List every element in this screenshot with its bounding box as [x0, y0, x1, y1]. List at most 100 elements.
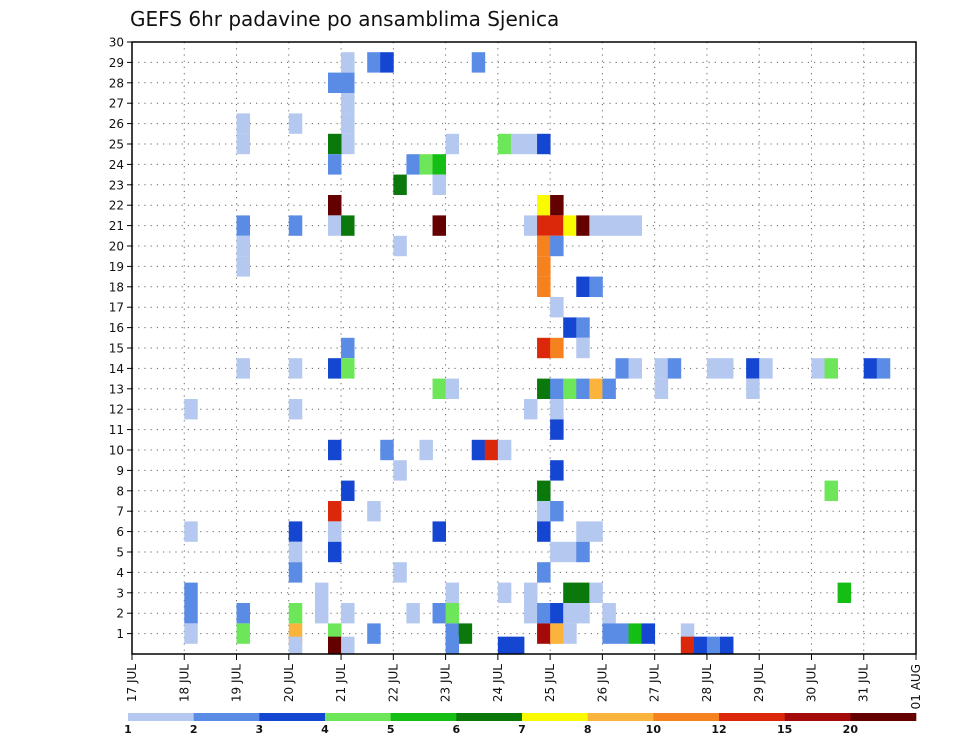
- colorbar-swatch: [390, 713, 457, 721]
- heatmap-cell: [576, 337, 590, 359]
- y-tick-label: 1: [116, 627, 124, 641]
- heatmap-cell: [288, 521, 303, 542]
- heatmap-cell: [550, 399, 564, 420]
- colorbar-label: 3: [256, 723, 264, 736]
- heatmap-cell: [615, 623, 629, 644]
- heatmap-cell: [824, 358, 838, 379]
- heatmap-cell: [288, 562, 303, 583]
- y-tick-label: 18: [109, 280, 124, 294]
- x-tick-label: 20 JUL: [282, 664, 296, 702]
- colorbar-swatch: [587, 713, 654, 721]
- x-axis: 17 JUL 18 JUL 19 JUL 20 JUL 21 JUL 22 JUL 23 J…: [125, 654, 923, 709]
- x-tick-label: 22 JUL: [386, 664, 400, 702]
- colorbar-swatch: [850, 713, 917, 721]
- heatmap-cell: [341, 133, 355, 155]
- y-tick-label: 7: [116, 505, 124, 519]
- heatmap-cell: [537, 521, 551, 542]
- heatmap-cell: [445, 378, 460, 399]
- y-tick-label: 23: [109, 178, 124, 192]
- heatmap-cell: [432, 378, 446, 399]
- y-tick-label: 2: [116, 607, 124, 621]
- heatmap-cell: [432, 154, 446, 175]
- heatmap-cell: [393, 460, 407, 481]
- heatmap-cell: [341, 72, 355, 93]
- heatmap-cell: [288, 541, 303, 563]
- heatmap-cell: [537, 623, 551, 644]
- heatmap-cell: [537, 235, 551, 257]
- heatmap-cell: [537, 215, 551, 236]
- heatmap-cell: [824, 480, 838, 501]
- heatmap-cell: [367, 501, 381, 522]
- colorbar-label: 4: [321, 723, 329, 736]
- heatmap-cell: [432, 521, 446, 542]
- heatmap-cell: [537, 480, 551, 501]
- heatmap-cell: [445, 636, 460, 654]
- heatmap-cell: [759, 358, 773, 379]
- y-tick-label: 17: [109, 301, 124, 315]
- y-tick-label: 6: [116, 525, 124, 539]
- heatmap-cell: [341, 93, 355, 114]
- heatmap-cell: [288, 399, 303, 420]
- heatmap-cell: [615, 215, 629, 236]
- heatmap-cell: [184, 623, 198, 644]
- y-tick-label: 12: [109, 403, 124, 417]
- heatmap-cell: [628, 215, 642, 236]
- heatmap-cell: [563, 317, 577, 338]
- heatmap-cell: [563, 582, 577, 603]
- colorbar-swatch: [522, 713, 588, 721]
- x-tick-label: 24 JUL: [491, 664, 505, 702]
- y-tick-label: 4: [116, 566, 124, 580]
- colorbar-swatch: [325, 713, 391, 721]
- colorbar-swatch: [193, 713, 260, 721]
- heatmap-cell: [432, 215, 446, 236]
- colorbar-label: 6: [453, 723, 461, 736]
- heatmap-cell: [680, 636, 695, 654]
- heatmap-cell: [550, 501, 564, 522]
- x-tick-label: 31 JUL: [857, 664, 871, 702]
- heatmap-cell: [328, 358, 342, 379]
- heatmap-cell: [458, 623, 473, 644]
- y-tick-label: 20: [109, 240, 124, 254]
- heatmap-cell: [445, 133, 460, 155]
- heatmap-cell: [563, 541, 577, 563]
- heatmap-cell: [328, 215, 342, 236]
- heatmap-cell: [576, 276, 590, 297]
- heatmap-cell: [445, 582, 460, 603]
- heatmap-cell: [720, 636, 734, 654]
- heatmap-cell: [341, 603, 355, 624]
- heatmap-cell: [380, 52, 394, 73]
- y-tick-label: 3: [116, 586, 124, 600]
- heatmap-cell: [380, 439, 394, 461]
- y-tick-label: 8: [116, 484, 124, 498]
- heatmap-cell: [615, 358, 629, 379]
- colorbar-swatch: [259, 713, 326, 721]
- heatmap-cell: [236, 358, 250, 379]
- heatmap-cell: [524, 399, 538, 420]
- colorbar-label: 10: [646, 723, 662, 736]
- heatmap-cell: [811, 358, 825, 379]
- heatmap-cell: [328, 636, 342, 654]
- heatmap-cell: [550, 215, 564, 236]
- heatmap-cell: [537, 603, 551, 624]
- y-tick-label: 15: [109, 342, 124, 356]
- y-tick-label: 9: [116, 464, 124, 478]
- colorbar-swatch: [784, 713, 851, 721]
- x-tick-label: 28 JUL: [700, 664, 714, 702]
- heatmap-cell: [576, 317, 590, 338]
- colorbar-label: 8: [584, 723, 592, 736]
- y-tick-label: 25: [109, 138, 124, 152]
- y-tick-label: 28: [109, 76, 124, 90]
- x-tick-label: 26 JUL: [595, 664, 609, 702]
- heatmap-cell: [628, 358, 642, 379]
- heatmap-cell: [550, 623, 564, 644]
- heatmap-cell: [432, 174, 446, 195]
- heatmap-cell: [706, 358, 721, 379]
- heatmap-cell: [236, 113, 250, 134]
- y-axis: 1234567891011121314151617181920212223242…: [109, 36, 132, 641]
- heatmap-cell: [589, 582, 603, 603]
- heatmap-cell: [537, 501, 551, 522]
- x-tick-label: 19 JUL: [230, 664, 244, 702]
- heatmap-cell: [288, 113, 303, 134]
- heatmap-cell: [576, 378, 590, 399]
- x-tick-label: 25 JUL: [543, 664, 557, 702]
